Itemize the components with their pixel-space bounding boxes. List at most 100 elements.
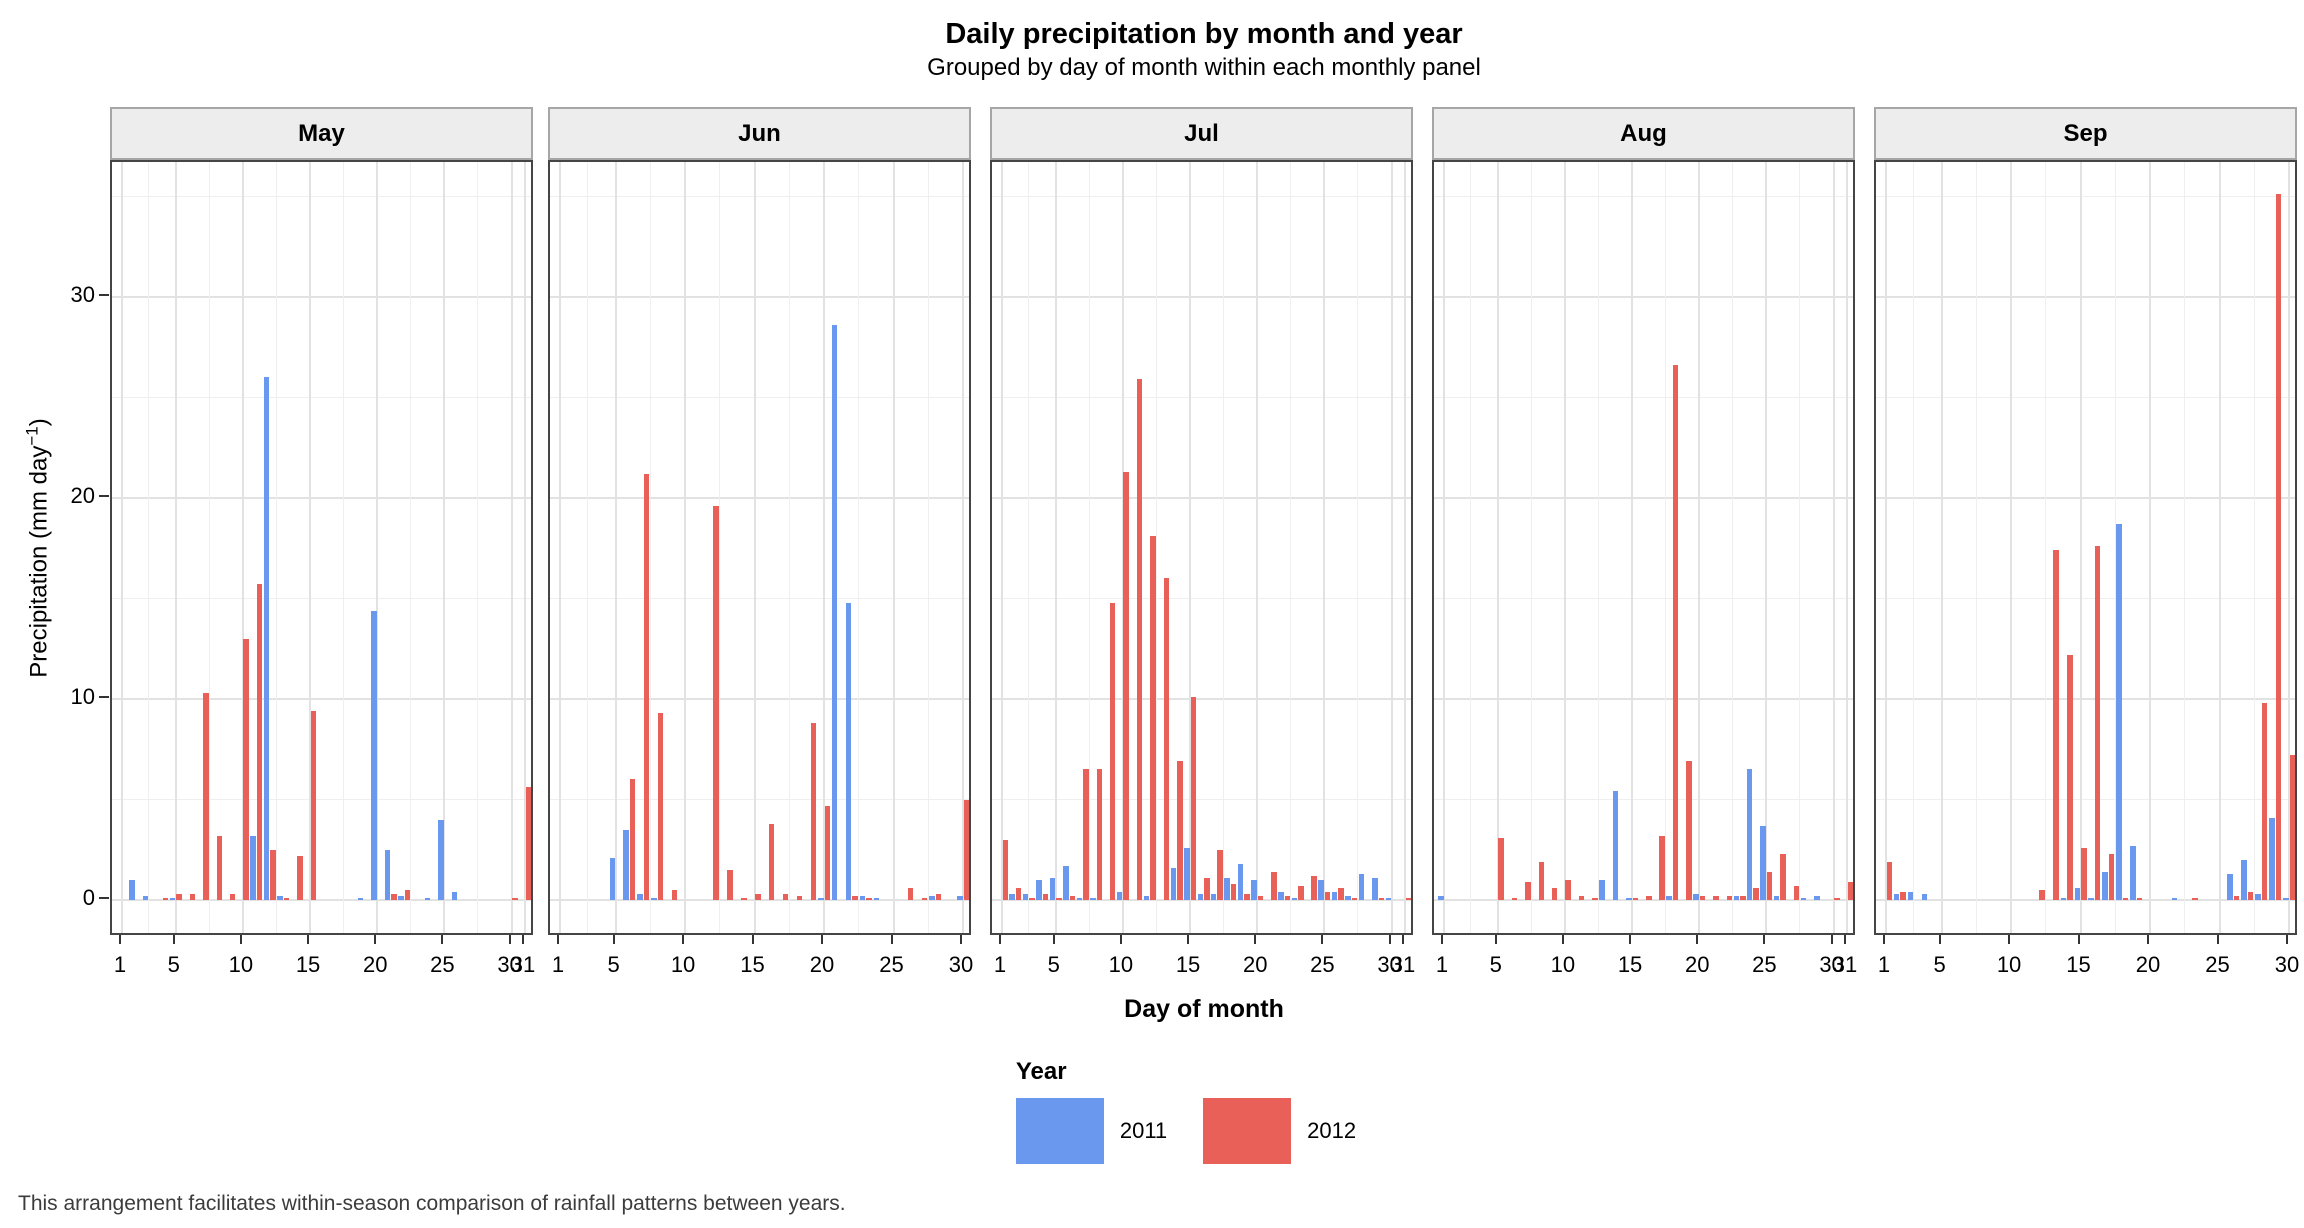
bar-2011-may-d22: [398, 895, 404, 900]
x-tick: [508, 935, 511, 944]
x-tick: [1254, 935, 1257, 944]
bar-2011-aug-d28: [1800, 897, 1807, 900]
bar-2011-aug-d23: [1733, 895, 1740, 900]
bar-2012-may-d13: [283, 897, 290, 900]
gridline-minor-h: [1876, 397, 2295, 398]
bar-2011-jul-d18: [1224, 877, 1230, 900]
bar-2011-aug-d29: [1814, 895, 1820, 900]
bar-2012-jul-d24: [1311, 875, 1317, 900]
x-tick-label: 5: [1047, 952, 1060, 977]
gridline-minor-v: [1799, 162, 1801, 933]
x-tick: [172, 935, 175, 944]
x-tick-label: 5: [1489, 952, 1502, 977]
x-tick: [522, 935, 524, 944]
bar-2012-jul-d4: [1042, 893, 1049, 900]
x-tick-label: 25: [2205, 952, 2230, 977]
x-tick: [1402, 935, 1404, 944]
bar-2011-jul-d2: [1009, 893, 1015, 900]
x-tick: [2286, 935, 2288, 944]
x-tick-label: 5: [607, 952, 620, 977]
bar-2012-sep-d1: [1886, 861, 1892, 900]
bar-2011-may-d12: [263, 377, 270, 900]
gridline-major-h: [1876, 497, 2295, 499]
facet-strip-aug: Aug: [1432, 107, 1855, 160]
gridline-minor-v: [2045, 162, 2047, 933]
x-tick-label: 25: [1310, 952, 1335, 977]
bar-2011-jun-d7: [637, 893, 643, 900]
gridline-major-h: [112, 497, 531, 499]
bar-2012-jul-d31: [1405, 897, 1411, 900]
x-tick: [890, 935, 893, 944]
gridline-minor-v: [1665, 162, 1667, 933]
facet-strip-sep: Sep: [1874, 107, 2297, 160]
bar-2012-aug-d17: [1659, 835, 1665, 900]
bar-2011-jul-d25: [1318, 879, 1324, 900]
bar-2011-aug-d15: [1626, 897, 1632, 900]
legend-title: Year: [1015, 1058, 1067, 1085]
gridline-major-h: [550, 698, 969, 700]
bar-2012-aug-d5: [1498, 837, 1504, 900]
bar-2011-jul-d26: [1331, 891, 1338, 900]
bar-2012-aug-d21: [1713, 895, 1719, 900]
gridline-major-v: [1054, 162, 1057, 933]
facet-panel-jun: Jun 1 5 10 15 20 25 30: [548, 107, 973, 987]
gridline-minor-h: [992, 598, 1411, 599]
x-tick: [1629, 935, 1632, 944]
bar-2011-jun-d8: [651, 897, 657, 900]
x-tick-label: 20: [1242, 952, 1268, 977]
gridline-major-h: [112, 296, 531, 298]
bar-2011-sep-d18: [2116, 524, 2122, 900]
bar-2011-jul-d14: [1170, 867, 1177, 900]
x-tick-label: 20: [809, 952, 835, 977]
bar-2012-may-d12: [270, 849, 276, 900]
gridline-minor-h: [112, 397, 531, 398]
gridline-minor-h: [1434, 598, 1853, 599]
y-tick-label: 20: [70, 483, 95, 508]
x-axis-title: Day of month: [1124, 995, 1284, 1023]
bar-2011-jul-d15: [1184, 847, 1190, 900]
x-tick-label: 25: [879, 952, 904, 977]
bar-2012-jul-d17: [1217, 849, 1223, 900]
bar-2011-jul-d7: [1076, 897, 1083, 900]
gridline-minor-v: [649, 162, 651, 933]
bar-2011-sep-d22: [2171, 897, 2178, 900]
bar-2012-jul-d23: [1298, 885, 1304, 900]
x-tick-label: 25: [430, 952, 455, 977]
gridline-minor-v: [477, 162, 479, 933]
gridline-minor-h: [1876, 598, 2295, 599]
x-tick-label: 1: [993, 952, 1007, 977]
bar-2012-jul-d5: [1056, 897, 1062, 900]
x-tick: [751, 935, 754, 944]
bar-2011-aug-d1: [1438, 895, 1444, 900]
bar-2012-sep-d18: [2122, 897, 2129, 900]
bar-2012-may-d4: [162, 897, 169, 900]
gridline-major-h: [992, 296, 1411, 298]
bar-2011-sep-d15: [2074, 887, 2081, 900]
facet-strip-label: Sep: [2063, 119, 2108, 147]
bar-2012-sep-d12: [2039, 889, 2045, 900]
x-tick-label: 30: [1819, 952, 1844, 977]
gridline-major-h: [992, 899, 1411, 901]
bar-2012-jul-d8: [1096, 769, 1103, 900]
bar-2012-aug-d26: [1780, 853, 1786, 900]
gridline-major-h: [1434, 698, 1853, 700]
facet-panel-sep: Sep 1 5 10 15 20 25 30: [1874, 107, 2299, 987]
x-tick: [1938, 935, 1941, 944]
bar-2012-jun-d15: [755, 893, 761, 900]
bar-2012-aug-d6: [1511, 897, 1518, 900]
bar-2012-aug-d11: [1578, 895, 1585, 900]
gridline-minor-v: [927, 162, 929, 933]
bar-2012-aug-d27: [1793, 885, 1800, 900]
gridline-major-v: [1631, 162, 1634, 933]
x-tick: [2077, 935, 2080, 944]
gridline-major-v: [121, 162, 123, 933]
x-tick: [1388, 935, 1391, 944]
bar-2012-sep-d13: [2053, 550, 2059, 900]
legend: Year 2011 2012: [110, 1058, 2298, 1164]
bar-2012-jun-d16: [768, 823, 775, 900]
bar-2012-jun-d17: [782, 893, 789, 900]
bar-2012-jul-d15: [1190, 696, 1197, 900]
plot-area-sep: [1874, 160, 2297, 935]
x-tick-label: 31: [1390, 952, 1416, 977]
